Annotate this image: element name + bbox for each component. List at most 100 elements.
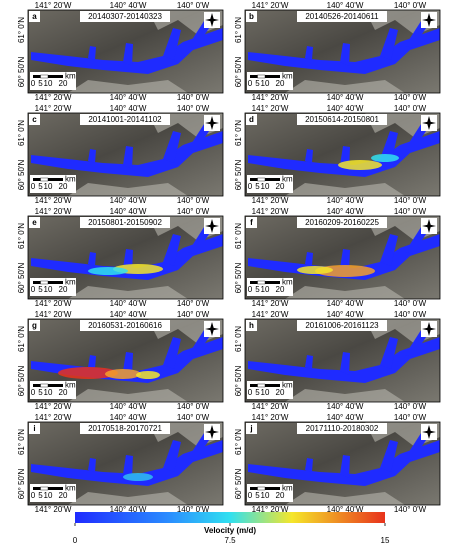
- scale-bar-segment: [40, 383, 49, 388]
- scale-bar-tick: 10: [261, 79, 270, 88]
- latitude-label: 60° 50'N: [17, 469, 26, 500]
- longitude-label: 140° 40'W: [110, 207, 147, 216]
- glacier-tributary: [88, 46, 96, 60]
- glacier-tributary: [163, 234, 181, 266]
- velocity-patch: [338, 160, 382, 170]
- longitude-label: 141° 20'W: [35, 207, 72, 216]
- date-box: [80, 114, 170, 125]
- scale-bar-unit: km: [65, 484, 76, 493]
- velocity-patch: [297, 266, 333, 274]
- scale-bar-segment: [40, 74, 49, 79]
- scale-bar-tick: 5: [255, 491, 260, 500]
- scale-bar-tick: 10: [44, 491, 53, 500]
- scale-bar-unit: km: [282, 175, 293, 184]
- longitude-label: 140° 0'W: [394, 505, 427, 514]
- panel-letter: f: [250, 218, 253, 227]
- longitude-label: 140° 0'W: [177, 299, 210, 308]
- colorbar-title: Velocity (m/d): [204, 526, 256, 535]
- longitude-label: 140° 40'W: [110, 505, 147, 514]
- scale-bar-tick: 5: [38, 285, 43, 294]
- latitude-label: 61° 0'N: [17, 429, 26, 455]
- panel-frame: [244, 421, 441, 506]
- panel-letter: d: [249, 115, 254, 124]
- scale-bar-tick: 20: [59, 79, 68, 88]
- scale-bar-tick: 5: [38, 182, 43, 191]
- glacier-tributary: [163, 440, 181, 472]
- scale-bar-unit: km: [282, 381, 293, 390]
- date-box: [80, 11, 170, 22]
- scale-bar-tick: 20: [59, 182, 68, 191]
- longitude-label: 140° 40'W: [110, 299, 147, 308]
- longitude-label: 141° 20'W: [252, 505, 289, 514]
- panel-frame: [27, 421, 224, 506]
- glacier-tributary: [88, 355, 96, 369]
- glacier-tributary: [163, 131, 181, 163]
- scale-bar-tick: 0: [31, 491, 36, 500]
- latitude-label: 61° 0'N: [17, 223, 26, 249]
- longitude-label: 140° 40'W: [327, 310, 364, 319]
- date-range: 20140307-20140323: [88, 12, 162, 21]
- panel-letter-box: [246, 114, 257, 125]
- scale-bar-tick: 0: [248, 388, 253, 397]
- panel-frame: [244, 9, 441, 94]
- glacier-tributary: [305, 252, 313, 266]
- date-box: [297, 114, 387, 125]
- colorbar-tick-label: 7.5: [224, 536, 236, 545]
- longitude-label: 140° 40'W: [110, 413, 147, 422]
- glacier-tributary: [163, 337, 181, 369]
- date-box: [80, 423, 170, 434]
- longitude-label: 141° 20'W: [35, 196, 72, 205]
- scale-bar-tick: 0: [248, 491, 253, 500]
- latitude-label: 61° 0'N: [234, 17, 243, 43]
- glacier: [248, 28, 440, 74]
- scale-bar-tick: 5: [38, 388, 43, 397]
- latitude-label: 61° 0'N: [234, 429, 243, 455]
- panel-letter: e: [32, 218, 37, 227]
- longitude-label: 140° 0'W: [394, 402, 427, 411]
- latitude-label: 60° 50'N: [17, 263, 26, 294]
- scale-bar-tick: 20: [59, 388, 68, 397]
- scale-bar-tick: 10: [261, 285, 270, 294]
- glacier: [31, 28, 223, 74]
- date-range: 20160531-20160616: [88, 321, 162, 330]
- scale-bar-tick: 10: [44, 79, 53, 88]
- longitude-label: 140° 40'W: [110, 310, 147, 319]
- longitude-label: 140° 0'W: [177, 402, 210, 411]
- longitude-label: 140° 40'W: [327, 402, 364, 411]
- longitude-label: 140° 0'W: [177, 1, 210, 10]
- longitude-label: 141° 20'W: [35, 505, 72, 514]
- north-arrow: [205, 322, 219, 336]
- panel-letter: g: [32, 321, 37, 330]
- colorbar-tick-label: 15: [381, 536, 390, 545]
- date-range: 20150801-20150902: [88, 218, 162, 227]
- date-box: [297, 217, 387, 228]
- glacier-tributary: [305, 46, 313, 60]
- glacier-tributary: [380, 28, 398, 60]
- scale-bar-unit: km: [282, 484, 293, 493]
- glacier-tributary: [88, 458, 96, 472]
- longitude-label: 140° 40'W: [110, 1, 147, 10]
- velocity-patch: [88, 267, 128, 275]
- latitude-label: 60° 50'N: [17, 366, 26, 397]
- glacier-tributary: [163, 28, 181, 60]
- longitude-label: 140° 0'W: [177, 413, 210, 422]
- velocity-patch: [105, 369, 141, 379]
- north-arrow: [205, 13, 219, 27]
- longitude-label: 140° 40'W: [327, 196, 364, 205]
- scale-bar-tick: 0: [31, 79, 36, 88]
- panel-frame: [27, 215, 224, 300]
- scale-bar-tick: 5: [255, 182, 260, 191]
- longitude-label: 140° 0'W: [394, 93, 427, 102]
- scale-bar-segment: [257, 74, 266, 79]
- scale-bar-tick: 10: [44, 285, 53, 294]
- panel-letter-box: [246, 11, 257, 22]
- scale-bar-segment: [257, 383, 266, 388]
- scale-bar-tick: 10: [44, 388, 53, 397]
- latitude-label: 61° 0'N: [234, 326, 243, 352]
- scale-bar-tick: 20: [276, 285, 285, 294]
- date-box: [297, 11, 387, 22]
